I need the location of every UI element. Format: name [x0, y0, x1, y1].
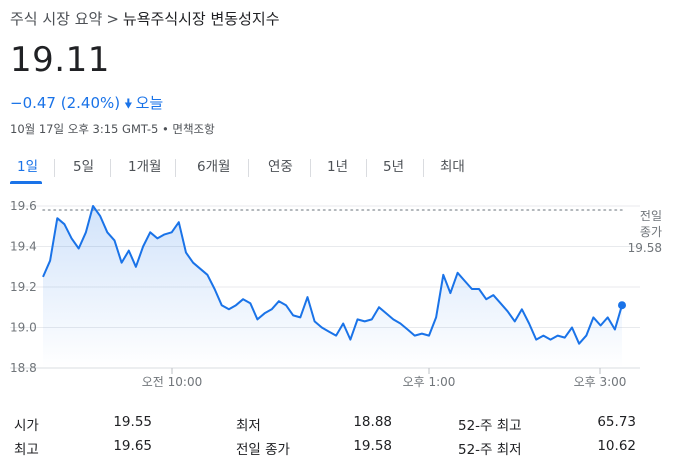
stat-52w-high-value: 65.73: [597, 414, 636, 430]
stat-prev-close-value: 19.58: [353, 438, 392, 454]
price-area: [43, 206, 622, 368]
tab-1m[interactable]: 1개월: [128, 159, 162, 175]
price-chart[interactable]: 19.6 19.4 19.2 19.0 18.8 오전 10:00 오후 1:00 오후 3…: [0, 190, 692, 400]
tab-ytd[interactable]: 연중: [268, 159, 293, 175]
stat-52w-high-label: 52-주 최고: [458, 418, 522, 434]
tab-5d[interactable]: 5일: [73, 159, 95, 175]
last-price-dot: [618, 301, 626, 310]
change-value: −0.47 (2.40%): [10, 94, 121, 112]
stat-open-value: 19.55: [113, 414, 152, 430]
tab-divider: [175, 159, 176, 177]
stat-prev-close-label: 전일 종가: [236, 442, 290, 458]
previous-close-label-text: 전일: [640, 209, 662, 223]
stat-high-value: 19.65: [113, 438, 152, 454]
breadcrumb: 주식 시장 요약 > 뉴욕주식시장 변동성지수: [10, 8, 280, 29]
quote-timestamp: 10월 17일 오후 3:15 GMT-5 • 면책조항: [10, 122, 215, 136]
tab-6m[interactable]: 6개월: [197, 159, 231, 175]
y-tick-label: 19.2: [10, 280, 37, 294]
price-change: −0.47 (2.40%) 🠟 오늘: [10, 92, 163, 117]
previous-close-value: 19.58: [628, 241, 662, 255]
tab-divider: [110, 159, 111, 177]
tab-5y[interactable]: 5년: [383, 159, 405, 175]
breadcrumb-parent-link[interactable]: 주식 시장 요약: [10, 10, 103, 28]
x-axis: 오전 10:00 오후 1:00 오후 3:00: [142, 368, 627, 389]
tab-divider: [366, 159, 367, 177]
breadcrumb-current: 뉴욕주식시장 변동성지수: [122, 10, 280, 28]
stat-52w-low-label: 52-주 최저: [458, 442, 522, 458]
tab-divider: [54, 159, 55, 177]
tab-divider: [310, 159, 311, 177]
stat-low-value: 18.88: [353, 414, 392, 430]
x-tick-label: 오후 3:00: [574, 375, 627, 389]
breadcrumb-separator: >: [106, 10, 119, 28]
y-tick-label: 19.6: [10, 199, 37, 213]
y-tick-label: 19.0: [10, 321, 37, 335]
range-tabs: 1일 5일 1개월 6개월 연중 1년 5년 최대: [0, 155, 692, 185]
x-tick-label: 오전 10:00: [142, 375, 202, 389]
stat-52w-low-value: 10.62: [597, 438, 636, 454]
tab-1d[interactable]: 1일: [17, 159, 39, 175]
active-tab-indicator: [10, 181, 42, 184]
x-tick-label: 오후 1:00: [403, 375, 456, 389]
stat-high-label: 최고: [14, 442, 39, 458]
tab-max[interactable]: 최대: [440, 159, 465, 175]
tab-divider: [423, 159, 424, 177]
y-tick-label: 18.8: [10, 361, 37, 375]
current-price: 19.11: [10, 40, 110, 80]
stat-open-label: 시가: [14, 418, 39, 434]
previous-close-label-text: 종가: [640, 225, 662, 239]
price-line: [42, 205, 623, 345]
tab-1y[interactable]: 1년: [327, 159, 349, 175]
y-axis: 19.6 19.4 19.2 19.0 18.8: [10, 199, 37, 375]
change-period: 오늘: [135, 94, 164, 112]
tab-divider: [248, 159, 249, 177]
stat-low-label: 최저: [236, 418, 261, 434]
arrow-down-icon: 🠟: [124, 97, 133, 112]
y-tick-label: 19.4: [10, 240, 37, 254]
